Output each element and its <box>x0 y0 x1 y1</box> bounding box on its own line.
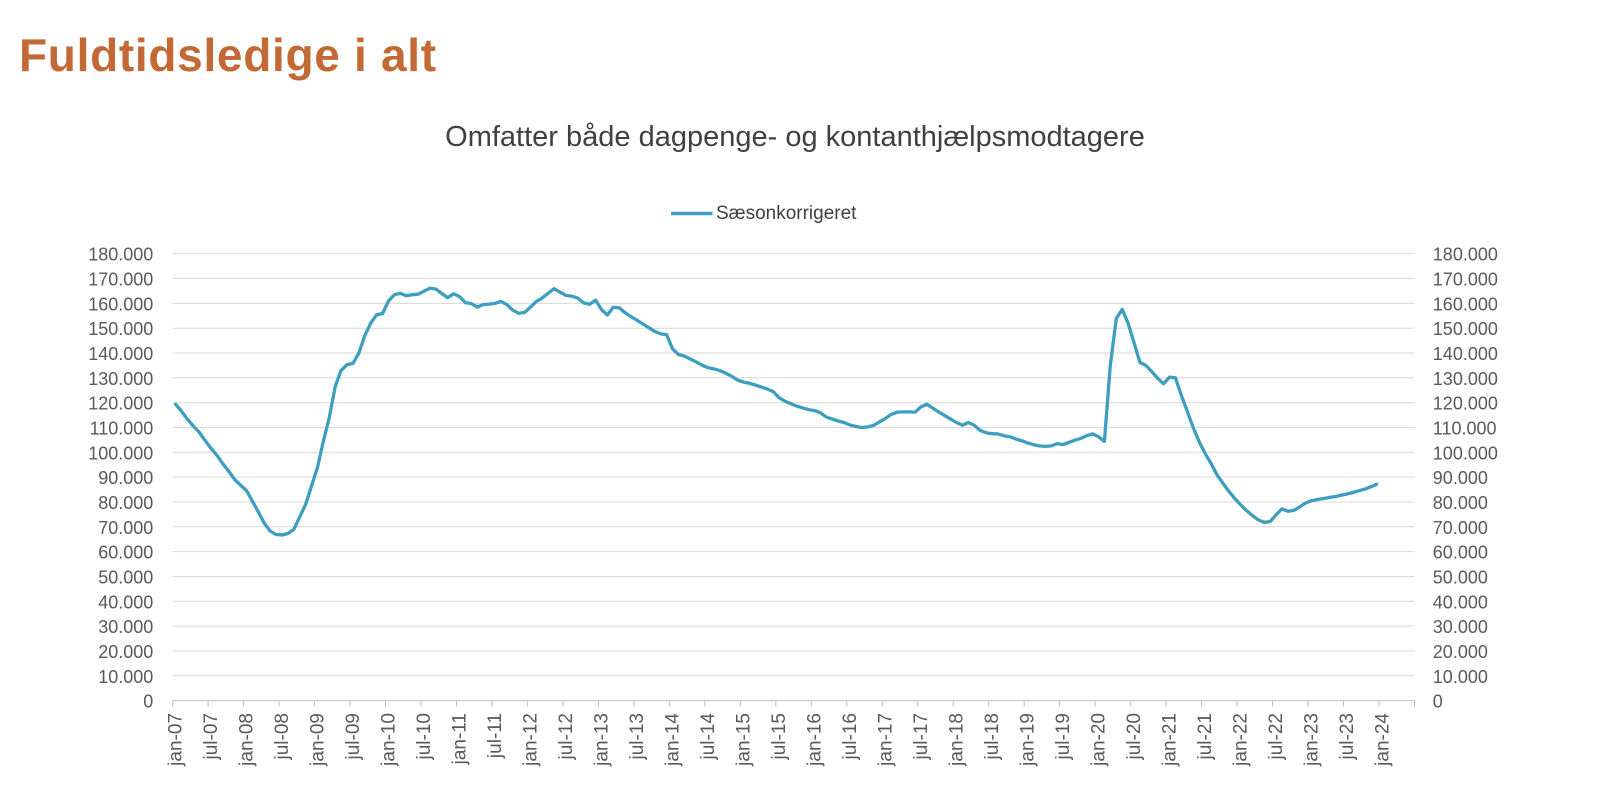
svg-text:jul-12: jul-12 <box>556 713 577 760</box>
svg-text:180.000: 180.000 <box>88 245 153 265</box>
svg-text:150.000: 150.000 <box>1433 319 1498 339</box>
svg-text:jan-13: jan-13 <box>592 713 613 767</box>
svg-text:110.000: 110.000 <box>90 419 154 439</box>
svg-text:130.000: 130.000 <box>1433 369 1498 389</box>
svg-text:130.000: 130.000 <box>88 369 153 389</box>
svg-text:170.000: 170.000 <box>1433 270 1498 290</box>
svg-text:100.000: 100.000 <box>88 443 153 463</box>
svg-text:jan-21: jan-21 <box>1160 713 1181 767</box>
svg-text:jul-19: jul-19 <box>1053 713 1074 760</box>
svg-text:Fuldtidsledige i alt: Fuldtidsledige i alt <box>19 29 437 81</box>
svg-text:140.000: 140.000 <box>88 344 153 364</box>
svg-text:jan-09: jan-09 <box>308 713 329 767</box>
svg-text:jul-08: jul-08 <box>272 713 293 760</box>
svg-text:jul-22: jul-22 <box>1266 713 1287 760</box>
svg-text:180.000: 180.000 <box>1433 245 1498 265</box>
svg-text:Sæsonkorrigeret: Sæsonkorrigeret <box>716 203 857 224</box>
svg-text:jul-10: jul-10 <box>414 713 435 760</box>
svg-text:jan-23: jan-23 <box>1302 713 1323 767</box>
svg-text:20.000: 20.000 <box>1433 642 1488 662</box>
svg-text:40.000: 40.000 <box>98 592 153 612</box>
svg-text:100.000: 100.000 <box>1433 443 1498 463</box>
svg-text:jan-12: jan-12 <box>521 713 542 767</box>
svg-text:120.000: 120.000 <box>88 394 153 414</box>
svg-text:160.000: 160.000 <box>1433 294 1498 314</box>
svg-text:0: 0 <box>1433 692 1443 712</box>
svg-text:jan-10: jan-10 <box>379 713 400 767</box>
svg-text:90.000: 90.000 <box>98 468 153 488</box>
svg-text:jul-17: jul-17 <box>911 713 932 760</box>
svg-text:jan-14: jan-14 <box>663 713 684 767</box>
svg-text:50.000: 50.000 <box>98 568 153 588</box>
svg-text:jan-11: jan-11 <box>450 713 471 765</box>
svg-text:70.000: 70.000 <box>98 518 153 538</box>
svg-text:160.000: 160.000 <box>88 294 153 314</box>
svg-text:jul-23: jul-23 <box>1337 713 1358 760</box>
svg-text:80.000: 80.000 <box>1433 493 1488 513</box>
svg-text:jul-14: jul-14 <box>698 713 719 761</box>
svg-text:jul-11: jul-11 <box>485 713 506 759</box>
svg-text:jan-15: jan-15 <box>734 713 755 767</box>
svg-text:jan-08: jan-08 <box>237 713 258 767</box>
svg-text:60.000: 60.000 <box>1433 543 1488 563</box>
svg-text:jul-15: jul-15 <box>769 713 790 760</box>
svg-text:jul-21: jul-21 <box>1195 713 1216 760</box>
svg-text:80.000: 80.000 <box>98 493 153 513</box>
svg-text:jul-09: jul-09 <box>343 713 364 760</box>
svg-text:jan-18: jan-18 <box>947 713 968 767</box>
svg-text:50.000: 50.000 <box>1433 568 1488 588</box>
svg-text:140.000: 140.000 <box>1433 344 1498 364</box>
svg-text:0: 0 <box>143 692 153 712</box>
svg-text:Omfatter både dagpenge- og kon: Omfatter både dagpenge- og kontanthjælps… <box>445 121 1145 153</box>
svg-text:jan-20: jan-20 <box>1089 713 1110 767</box>
svg-text:jul-07: jul-07 <box>201 713 222 760</box>
svg-text:jul-16: jul-16 <box>840 713 861 760</box>
svg-text:jan-22: jan-22 <box>1231 713 1252 767</box>
svg-text:jan-16: jan-16 <box>805 713 826 767</box>
svg-text:30.000: 30.000 <box>98 617 153 637</box>
svg-text:jan-19: jan-19 <box>1018 713 1039 767</box>
svg-text:110.000: 110.000 <box>1433 419 1497 439</box>
svg-text:jul-18: jul-18 <box>982 713 1003 760</box>
svg-text:60.000: 60.000 <box>98 543 153 563</box>
svg-text:jan-07: jan-07 <box>166 713 187 767</box>
svg-text:70.000: 70.000 <box>1433 518 1488 538</box>
svg-text:30.000: 30.000 <box>1433 617 1488 637</box>
svg-text:120.000: 120.000 <box>1433 394 1498 414</box>
svg-text:170.000: 170.000 <box>88 270 153 290</box>
svg-text:jan-17: jan-17 <box>876 713 897 767</box>
svg-text:150.000: 150.000 <box>88 319 153 339</box>
svg-text:20.000: 20.000 <box>98 642 153 662</box>
svg-text:jul-13: jul-13 <box>627 713 648 760</box>
svg-text:10.000: 10.000 <box>1433 667 1488 687</box>
svg-text:jan-24: jan-24 <box>1373 713 1394 767</box>
svg-text:90.000: 90.000 <box>1433 468 1488 488</box>
svg-text:40.000: 40.000 <box>1433 592 1488 612</box>
svg-text:10.000: 10.000 <box>98 667 153 687</box>
svg-text:jul-20: jul-20 <box>1124 713 1145 760</box>
